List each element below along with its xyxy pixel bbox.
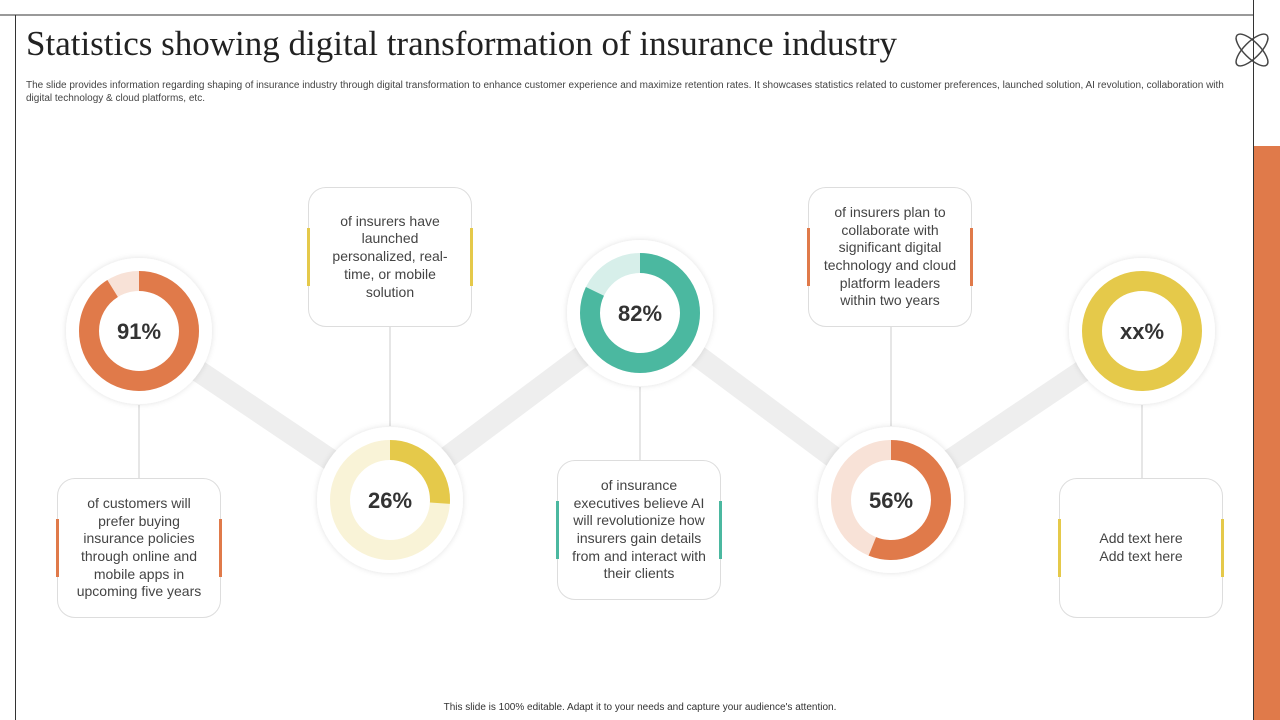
box-accent bbox=[970, 228, 973, 286]
box-accent bbox=[1058, 519, 1061, 577]
box-accent bbox=[219, 519, 222, 577]
close-icon[interactable] bbox=[1231, 29, 1272, 70]
donut-label: xx% bbox=[1120, 319, 1164, 344]
donut-arc bbox=[580, 253, 700, 373]
stat-text: of customers will prefer buying insuranc… bbox=[76, 494, 202, 600]
stat-box: of insurers plan to collaborate with sig… bbox=[807, 187, 973, 327]
subtitle: The slide provides information regarding… bbox=[26, 80, 1224, 104]
stat-text: of insurance executives believe AI will … bbox=[572, 476, 706, 582]
box-accent bbox=[719, 501, 722, 559]
donut-label: 82% bbox=[618, 301, 662, 326]
donut-arc bbox=[330, 440, 450, 560]
stat-box: of insurers have launched personalized, … bbox=[307, 187, 473, 327]
box-accent bbox=[56, 519, 59, 577]
box-accent bbox=[307, 228, 310, 286]
donut-label: 26% bbox=[368, 488, 412, 513]
stat-box: Add text here Add text here bbox=[1058, 478, 1224, 618]
box-accent bbox=[556, 501, 559, 559]
title: Statistics showing digital transformatio… bbox=[26, 24, 897, 63]
donut-ring bbox=[1082, 271, 1202, 391]
footer: This slide is 100% editable. Adapt it to… bbox=[443, 702, 837, 713]
donuts: 91% 26% 82% 56% xx% bbox=[66, 240, 1215, 573]
box-accent bbox=[1221, 519, 1224, 577]
stat-box: of customers will prefer buying insuranc… bbox=[56, 478, 222, 618]
side-bar bbox=[1254, 146, 1280, 720]
stat-box: of insurance executives believe AI will … bbox=[556, 460, 722, 600]
donut-label: 56% bbox=[869, 488, 913, 513]
stat-text: of insurers have launched personalized, … bbox=[332, 212, 448, 300]
stat-text: Add text here Add text here bbox=[1099, 530, 1183, 564]
box-accent bbox=[470, 228, 473, 286]
donut-label: 91% bbox=[117, 319, 161, 344]
donut-arc bbox=[79, 271, 199, 391]
donut-arc bbox=[831, 440, 951, 560]
box-accent bbox=[807, 228, 810, 286]
stat-text: of insurers plan to collaborate with sig… bbox=[823, 203, 957, 309]
